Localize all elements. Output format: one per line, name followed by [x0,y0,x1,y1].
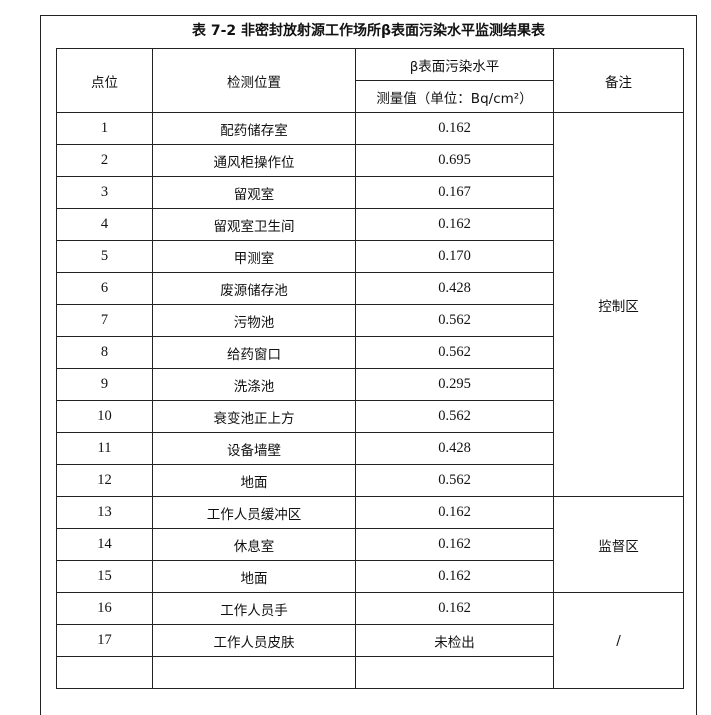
table-row: 13 工作人员缓冲区 0.162 监督区 [56,496,684,593]
location-cell: 衰变池正上方 [152,400,356,433]
table-row: 8 给药窗口 0.562 [56,336,684,369]
value-cell: 0.428 [355,272,554,305]
value-cell: 0.562 [355,400,554,433]
header-point: 点位 [56,48,153,113]
header-level: β表面污染水平 [355,48,554,81]
point-cell: 8 [56,336,153,369]
remark-cell: / [553,592,684,689]
point-cell: 2 [56,144,153,177]
value-cell: 0.167 [355,176,554,209]
point-cell: 10 [56,400,153,433]
location-cell: 污物池 [152,304,356,337]
table-row: 5 甲测室 0.170 [56,240,684,273]
table-row: 7 污物池 0.562 [56,304,684,337]
point-cell: 15 [56,560,153,593]
location-cell: 地面 [152,464,356,497]
table-title: 表 7-2 非密封放射源工作场所β表面污染水平监测结果表 [191,23,546,39]
location-cell: 工作人员缓冲区 [152,496,356,529]
header-location: 检测位置 [152,48,356,113]
point-cell: 1 [56,112,153,145]
value-cell: 0.162 [355,496,554,529]
point-cell: 6 [56,272,153,305]
location-cell: 给药窗口 [152,336,356,369]
location-cell: 工作人员皮肤 [152,624,356,657]
value-cell: 0.162 [355,112,554,145]
table-row: 11 设备墙壁 0.428 [56,432,684,465]
value-cell: 0.162 [355,560,554,593]
point-cell: 3 [56,176,153,209]
location-cell: 设备墙壁 [152,432,356,465]
location-cell: 地面 [152,560,356,593]
header-measured: 测量值（单位：Bq/cm²） [355,80,554,113]
location-cell: 留观室 [152,176,356,209]
point-cell: 17 [56,624,153,657]
value-cell: 0.162 [355,528,554,561]
table-row: 1 配药储存室 0.162 控制区 [56,112,684,497]
value-cell: 0.562 [355,336,554,369]
point-cell: 11 [56,432,153,465]
value-cell: 0.562 [355,464,554,497]
table-row: 6 废源储存池 0.428 [56,272,684,305]
location-cell: 通风柜操作位 [152,144,356,177]
table-row: 14 休息室 0.162 [56,528,684,561]
value-cell: 0.695 [355,144,554,177]
value-cell: 0.162 [355,592,554,625]
point-cell: 16 [56,592,153,625]
table-row: 16 工作人员手 0.162/ [56,592,684,689]
value-cell: 未检出 [355,624,554,657]
table-row: 4 留观室卫生间 0.162 [56,208,684,241]
header-remark: 备注 [553,48,684,113]
value-cell: 0.428 [355,432,554,465]
results-table: 点位 检测位置 β表面污染水平 备注 测量值（单位：Bq/cm²） 1 配药储存室… [56,48,684,689]
table-row: 10 衰变池正上方 0.562 [56,400,684,433]
point-cell: 4 [56,208,153,241]
location-cell: 工作人员手 [152,592,356,625]
location-cell: 废源储存池 [152,272,356,305]
location-cell: 休息室 [152,528,356,561]
value-cell: 0.295 [355,368,554,401]
location-cell: 甲测室 [152,240,356,273]
remark-cell: 监督区 [553,496,684,593]
value-cell: 0.170 [355,240,554,273]
point-cell: 14 [56,528,153,561]
point-cell: 13 [56,496,153,529]
location-cell: 留观室卫生间 [152,208,356,241]
point-cell: 12 [56,464,153,497]
table-row: 12 地面 0.562 [56,464,684,497]
value-cell: 0.162 [355,208,554,241]
page-frame [40,15,697,715]
point-cell: 9 [56,368,153,401]
table-row: 17 工作人员皮肤 未检出 [56,624,684,657]
remark-cell: 控制区 [553,112,684,497]
point-cell: 7 [56,304,153,337]
location-cell: 洗涤池 [152,368,356,401]
table-row: 3 留观室 0.167 [56,176,684,209]
point-cell: 5 [56,240,153,273]
value-cell: 0.562 [355,304,554,337]
location-cell: 配药储存室 [152,112,356,145]
